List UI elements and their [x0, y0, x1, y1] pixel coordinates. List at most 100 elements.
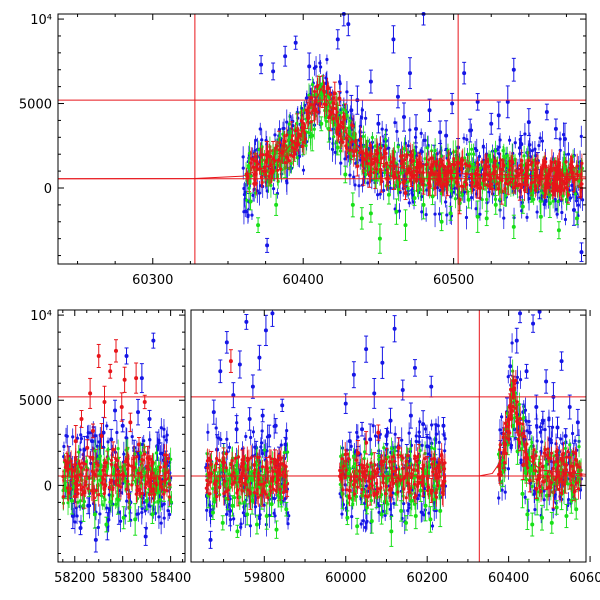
- cloud-point: [473, 184, 477, 188]
- cloud-point: [514, 169, 518, 173]
- cloud-point: [560, 210, 564, 215]
- cloud-point: [509, 163, 514, 168]
- cloud-point: [462, 136, 466, 140]
- cloud-point: [82, 500, 86, 504]
- data-point: [259, 62, 264, 67]
- cloud-point: [395, 180, 400, 184]
- cloud-point: [405, 155, 409, 159]
- data-point: [496, 113, 501, 118]
- cloud-point: [264, 173, 268, 177]
- cloud-point: [553, 160, 557, 164]
- cloud-point: [465, 137, 469, 142]
- cloud-point: [341, 140, 345, 144]
- cloud-point: [285, 120, 289, 124]
- data-point: [128, 420, 133, 425]
- cloud-point: [378, 146, 383, 150]
- cloud-point: [73, 520, 77, 524]
- cloud-point: [375, 148, 379, 152]
- cloud-point: [579, 134, 583, 138]
- cloud-point: [360, 108, 364, 112]
- data-point: [377, 236, 382, 241]
- cloud-point: [398, 190, 402, 194]
- data-point: [519, 142, 524, 147]
- data-point: [349, 108, 354, 113]
- plot-frame: [57, 13, 587, 265]
- data-point: [511, 67, 516, 72]
- cloud-point: [290, 134, 295, 138]
- cloud-point: [374, 178, 378, 182]
- cloud-point: [282, 139, 286, 143]
- cloud-point: [71, 435, 75, 439]
- data-point: [430, 194, 435, 199]
- data-point: [475, 99, 480, 104]
- y-tick-label: 5000: [19, 98, 52, 113]
- cloud-point: [115, 430, 119, 435]
- cloud-point: [425, 146, 430, 150]
- data-point: [520, 204, 525, 209]
- cloud-point: [241, 166, 245, 170]
- cloud-point: [148, 438, 152, 442]
- cloud-point: [343, 157, 347, 161]
- cloud-point: [303, 137, 307, 141]
- cloud-point: [156, 491, 160, 495]
- cloud-point: [480, 197, 484, 202]
- cloud-point: [499, 158, 503, 162]
- data-point: [412, 196, 417, 201]
- cloud-point: [470, 147, 474, 151]
- cloud-point: [435, 152, 439, 156]
- cloud-point: [421, 183, 425, 187]
- data-point: [73, 439, 78, 444]
- data-point: [99, 434, 104, 438]
- cloud-point: [328, 109, 332, 113]
- data-point: [350, 202, 355, 207]
- cloud-point: [518, 163, 522, 168]
- cloud-point: [378, 192, 382, 196]
- cloud-point: [295, 121, 299, 125]
- cloud-point: [64, 434, 68, 438]
- cloud-point: [332, 106, 336, 110]
- data-point: [326, 126, 331, 131]
- cloud-point: [376, 193, 380, 197]
- cloud-point: [126, 479, 130, 483]
- cloud-point: [158, 451, 163, 456]
- cloud-point: [419, 149, 423, 153]
- cloud-point: [306, 130, 310, 134]
- cloud-point: [99, 463, 103, 467]
- cloud-point: [457, 191, 461, 195]
- cloud-point: [383, 150, 387, 154]
- cloud-point: [512, 186, 516, 190]
- cloud-point: [408, 128, 412, 132]
- cloud-point: [558, 148, 562, 152]
- cloud-point: [453, 197, 458, 201]
- cloud-point: [277, 127, 282, 132]
- cloud-point: [312, 127, 316, 131]
- cloud-point: [466, 164, 470, 168]
- cloud-point: [304, 96, 308, 100]
- cloud-point: [271, 187, 276, 191]
- cloud-point: [570, 164, 575, 169]
- cloud-point: [245, 175, 249, 179]
- data-point: [401, 115, 406, 120]
- cloud-point: [283, 161, 287, 165]
- cloud-point: [331, 141, 335, 146]
- data-point: [274, 202, 279, 207]
- cloud-point: [366, 181, 370, 185]
- cloud-point: [580, 198, 585, 202]
- cloud-point: [395, 129, 399, 134]
- data-point: [120, 423, 125, 428]
- cloud-point: [402, 146, 407, 151]
- cloud-point: [543, 160, 548, 164]
- cloud-point: [478, 212, 482, 216]
- data-point: [408, 71, 412, 76]
- cloud-point: [285, 179, 289, 183]
- cloud-point: [559, 185, 563, 189]
- cloud-point: [370, 135, 374, 140]
- data-point: [133, 517, 138, 522]
- cloud-point: [516, 183, 520, 188]
- data-point: [150, 512, 155, 517]
- cloud-point: [406, 144, 410, 148]
- cloud-point: [471, 162, 475, 166]
- data-point: [142, 399, 147, 404]
- data-point: [526, 120, 531, 125]
